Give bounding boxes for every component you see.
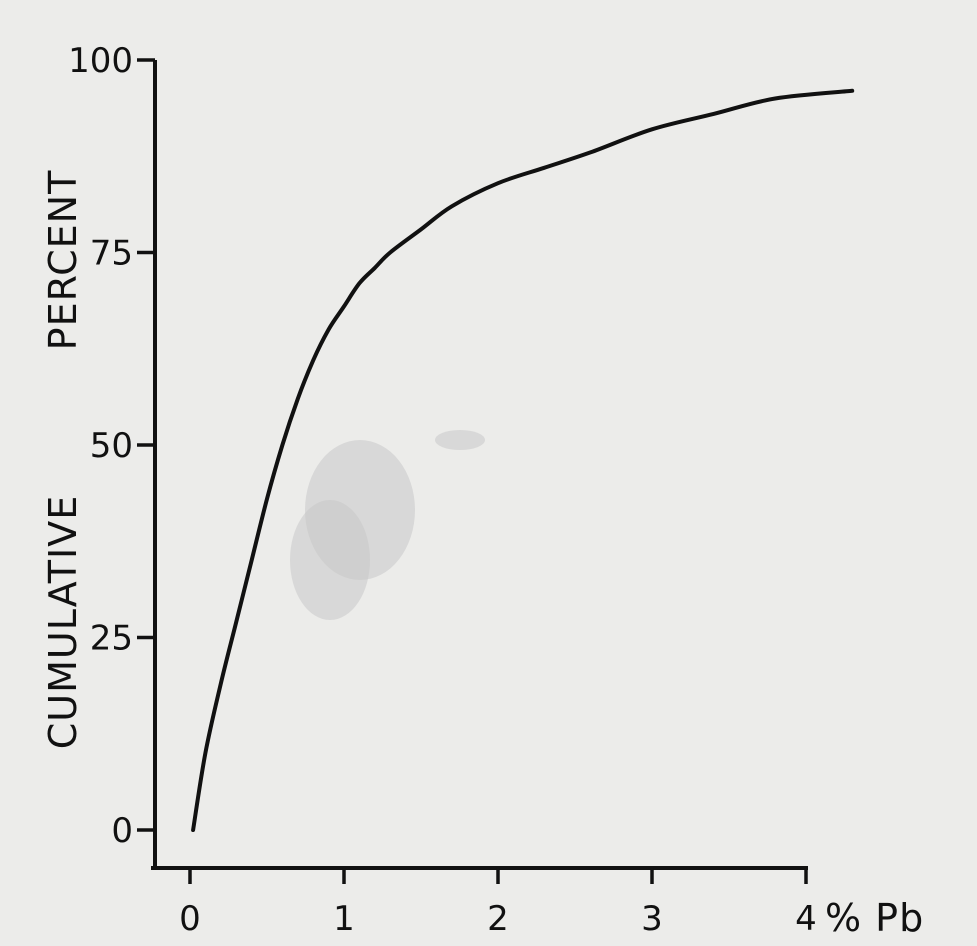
x-tick-label: 0: [179, 899, 201, 939]
y-tick-label: 50: [90, 426, 133, 466]
y-axis-ticks: 0 25 50 75 100: [68, 41, 155, 851]
x-tick-label: 1: [333, 899, 355, 939]
x-tick-label: 4: [795, 899, 817, 939]
y-tick-label: 25: [90, 619, 133, 659]
x-axis-label: % Pb: [825, 896, 924, 940]
x-tick-label: 3: [641, 899, 663, 939]
background-stain: [290, 430, 485, 620]
y-axis-label-percent: PERCENT: [41, 170, 85, 351]
y-tick-label: 75: [90, 234, 133, 274]
x-tick-label: 2: [487, 899, 509, 939]
y-tick-label: 0: [111, 811, 133, 851]
y-axis-label-cumulative: CUMULATIVE: [41, 495, 85, 749]
x-axis-ticks: 0 1 2 3 4: [179, 868, 817, 939]
cumulative-curve: [191, 88, 855, 832]
y-tick-label: 100: [68, 41, 133, 81]
